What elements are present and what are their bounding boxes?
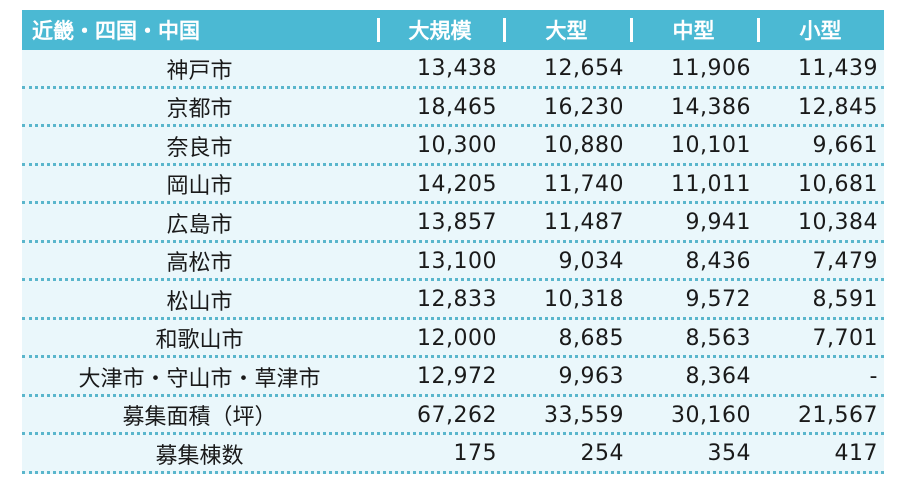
table-row: 奈良市 10,300 10,880 10,101 9,661 xyxy=(22,127,884,166)
data-table: 近畿・四国・中国 大規模 大型 中型 小型 神戸市 13,438 12,654 11,… xyxy=(22,10,884,474)
table-row: 高松市 13,100 9,034 8,436 7,479 xyxy=(22,242,884,281)
table-cell: 10,300 xyxy=(417,133,497,159)
table-cell: 354 xyxy=(707,441,751,467)
table-cell: 13,857 xyxy=(417,210,497,236)
table-cell: 9,941 xyxy=(685,210,751,236)
table-row: 大津市・守山市・草津市 12,972 9,963 8,364 - xyxy=(22,358,884,397)
table-cell: 10,880 xyxy=(544,133,624,159)
table-cell: 7,701 xyxy=(812,325,878,351)
table-cell: 14,205 xyxy=(417,171,497,197)
row-label: 神戸市 xyxy=(166,58,233,84)
table-cell: 10,384 xyxy=(798,210,878,236)
table-cell: 13,438 xyxy=(417,56,497,82)
table-cell: 11,011 xyxy=(671,171,751,197)
table-row: 募集面積（坪） 67,262 33,559 30,160 21,567 xyxy=(22,396,884,435)
table-cell: 8,436 xyxy=(685,248,751,274)
table-cell: 12,833 xyxy=(417,287,497,313)
table-row: 神戸市 13,438 12,654 11,906 11,439 xyxy=(22,50,884,89)
row-label: 京都市 xyxy=(166,97,233,123)
table-cell: 14,386 xyxy=(671,94,751,120)
header-large: 大型 xyxy=(503,10,630,50)
table-cell: 30,160 xyxy=(671,402,751,428)
table-cell: 18,465 xyxy=(417,94,497,120)
header-large-scale: 大規模 xyxy=(377,10,503,50)
table-cell: 11,906 xyxy=(671,56,751,82)
table-row: 広島市 13,857 11,487 9,941 10,384 xyxy=(22,204,884,243)
table-cell: 33,559 xyxy=(544,402,624,428)
table-cell: 8,685 xyxy=(558,325,624,351)
table-cell: 12,654 xyxy=(544,56,624,82)
table-cell: 9,572 xyxy=(685,287,751,313)
table-cell: 13,100 xyxy=(417,248,497,274)
table-cell: 12,845 xyxy=(798,94,878,120)
table-row: 岡山市 14,205 11,740 11,011 10,681 xyxy=(22,165,884,204)
table-cell: 9,661 xyxy=(812,133,878,159)
row-label: 高松市 xyxy=(166,251,233,277)
table-cell: 8,591 xyxy=(812,287,878,313)
table-cell: 12,972 xyxy=(417,364,497,390)
table-cell: 10,681 xyxy=(798,171,878,197)
table-cell: 7,479 xyxy=(812,248,878,274)
table-cell: 9,034 xyxy=(558,248,624,274)
row-label: 和歌山市 xyxy=(155,328,244,354)
table-cell: 16,230 xyxy=(544,94,624,120)
table-cell: 11,740 xyxy=(544,171,624,197)
table-row: 松山市 12,833 10,318 9,572 8,591 xyxy=(22,281,884,320)
table-cell: 21,567 xyxy=(798,402,878,428)
table-cell: 12,000 xyxy=(417,325,497,351)
table-header: 近畿・四国・中国 大規模 大型 中型 小型 xyxy=(22,10,884,50)
table-cell: 417 xyxy=(834,441,878,467)
header-medium: 中型 xyxy=(630,10,757,50)
table-cell: 10,318 xyxy=(544,287,624,313)
row-label: 奈良市 xyxy=(166,135,233,161)
row-label: 松山市 xyxy=(166,289,233,315)
table-body: 神戸市 13,438 12,654 11,906 11,439 京都市 18,465 16,2… xyxy=(22,50,884,474)
table-row: 募集棟数 175 254 354 417 xyxy=(22,435,884,474)
table-cell: - xyxy=(869,364,878,390)
table-cell: 8,364 xyxy=(685,364,751,390)
table-cell: 67,262 xyxy=(417,402,497,428)
header-small: 小型 xyxy=(757,10,884,50)
header-region: 近畿・四国・中国 xyxy=(32,19,200,43)
table-cell: 11,487 xyxy=(544,210,624,236)
table-cell: 11,439 xyxy=(798,56,878,82)
table-cell: 8,563 xyxy=(685,325,751,351)
table-cell: 9,963 xyxy=(558,364,624,390)
row-label: 募集棟数 xyxy=(155,443,244,469)
table-cell: 254 xyxy=(580,441,624,467)
row-label: 広島市 xyxy=(166,212,233,238)
row-label: 岡山市 xyxy=(166,174,233,200)
row-label: 大津市・守山市・草津市 xyxy=(78,366,321,392)
table-cell: 10,101 xyxy=(671,133,751,159)
row-label: 募集面積（坪） xyxy=(122,405,277,431)
table-row: 和歌山市 12,000 8,685 8,563 7,701 xyxy=(22,319,884,358)
table-cell: 175 xyxy=(453,441,497,467)
table-row: 京都市 18,465 16,230 14,386 12,845 xyxy=(22,88,884,127)
